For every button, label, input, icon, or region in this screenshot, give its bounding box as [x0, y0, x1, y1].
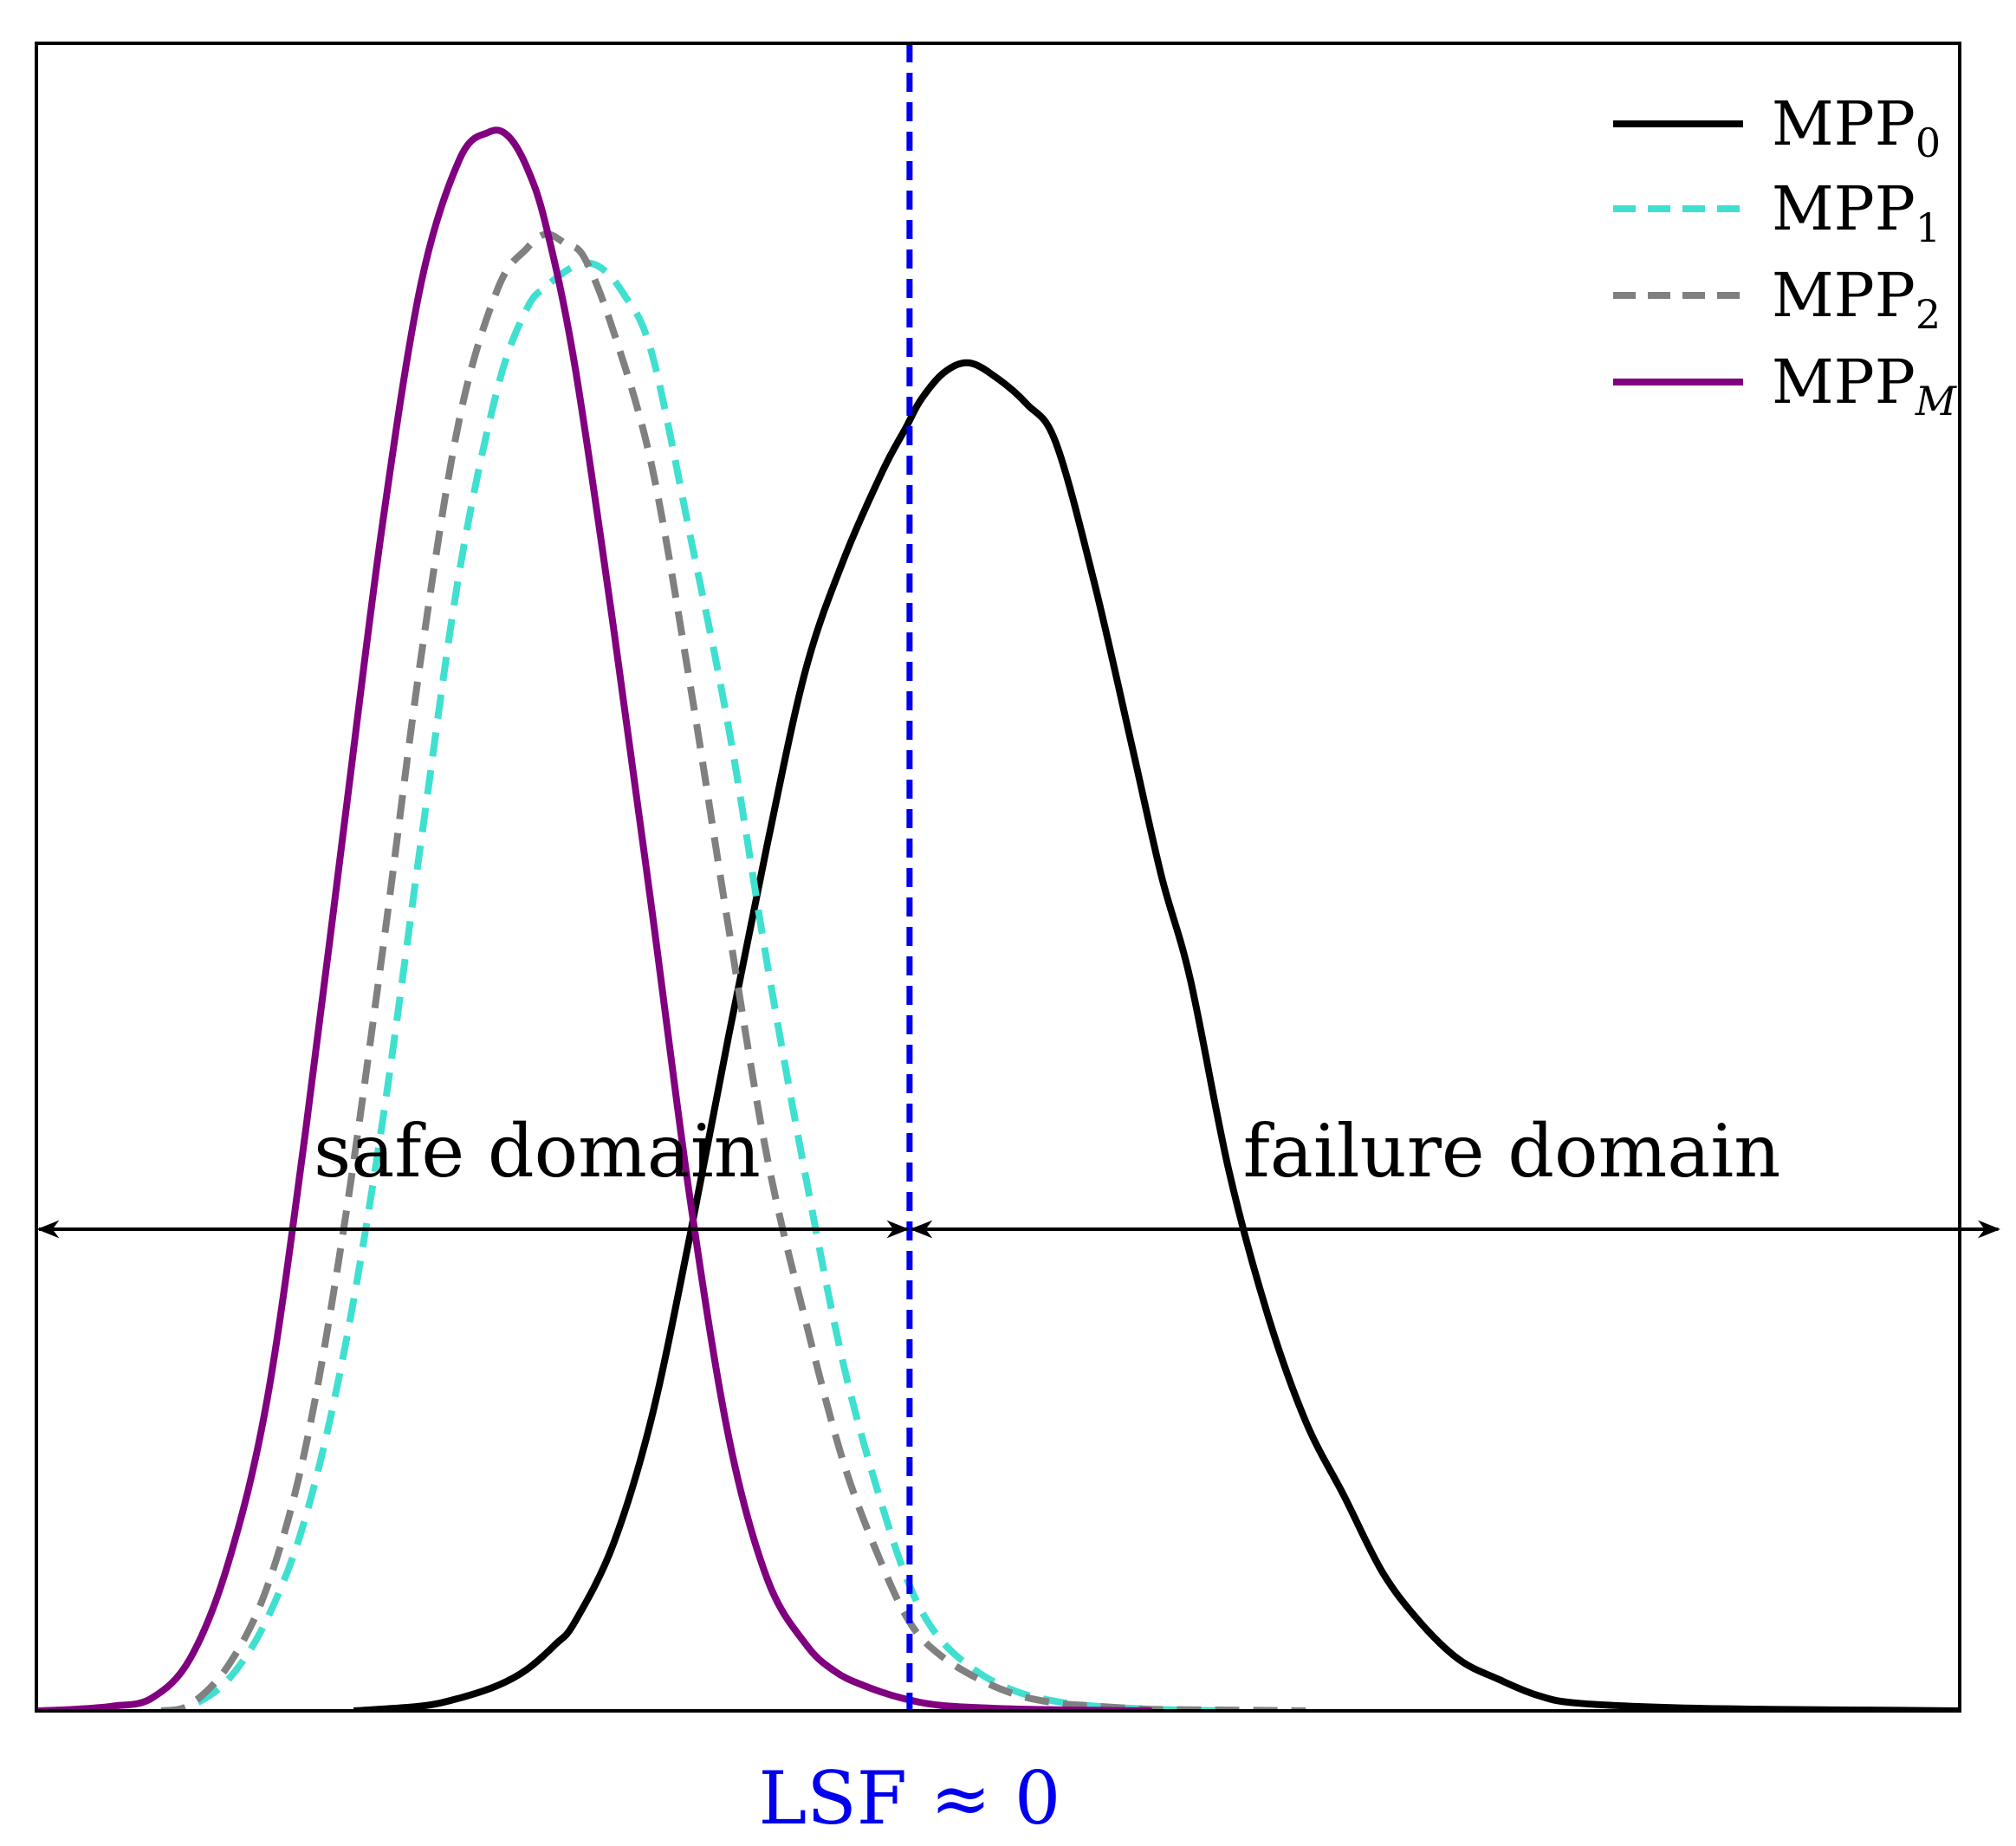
series-line-mpp-2 [160, 230, 1306, 1711]
lsf-label: LSF ≈ 0 [758, 1756, 1060, 1841]
legend-label-mpp-0: MPP0 [1772, 88, 1941, 166]
series-line-mpp-m [36, 126, 1152, 1711]
safe-domain-label: safe domain [314, 1109, 761, 1194]
legend-label-mpp-m: MPPM [1772, 347, 1958, 424]
series-line-mpp-1 [160, 259, 1229, 1711]
legend-label-mpp-2: MPP2 [1772, 260, 1941, 338]
plot-frame [35, 42, 1961, 1713]
series-line-mpp-0 [353, 359, 1960, 1711]
series-layer [36, 126, 1960, 1711]
failure-domain-label: failure domain [1243, 1109, 1781, 1194]
legend-label-mpp-1: MPP1 [1772, 173, 1941, 251]
